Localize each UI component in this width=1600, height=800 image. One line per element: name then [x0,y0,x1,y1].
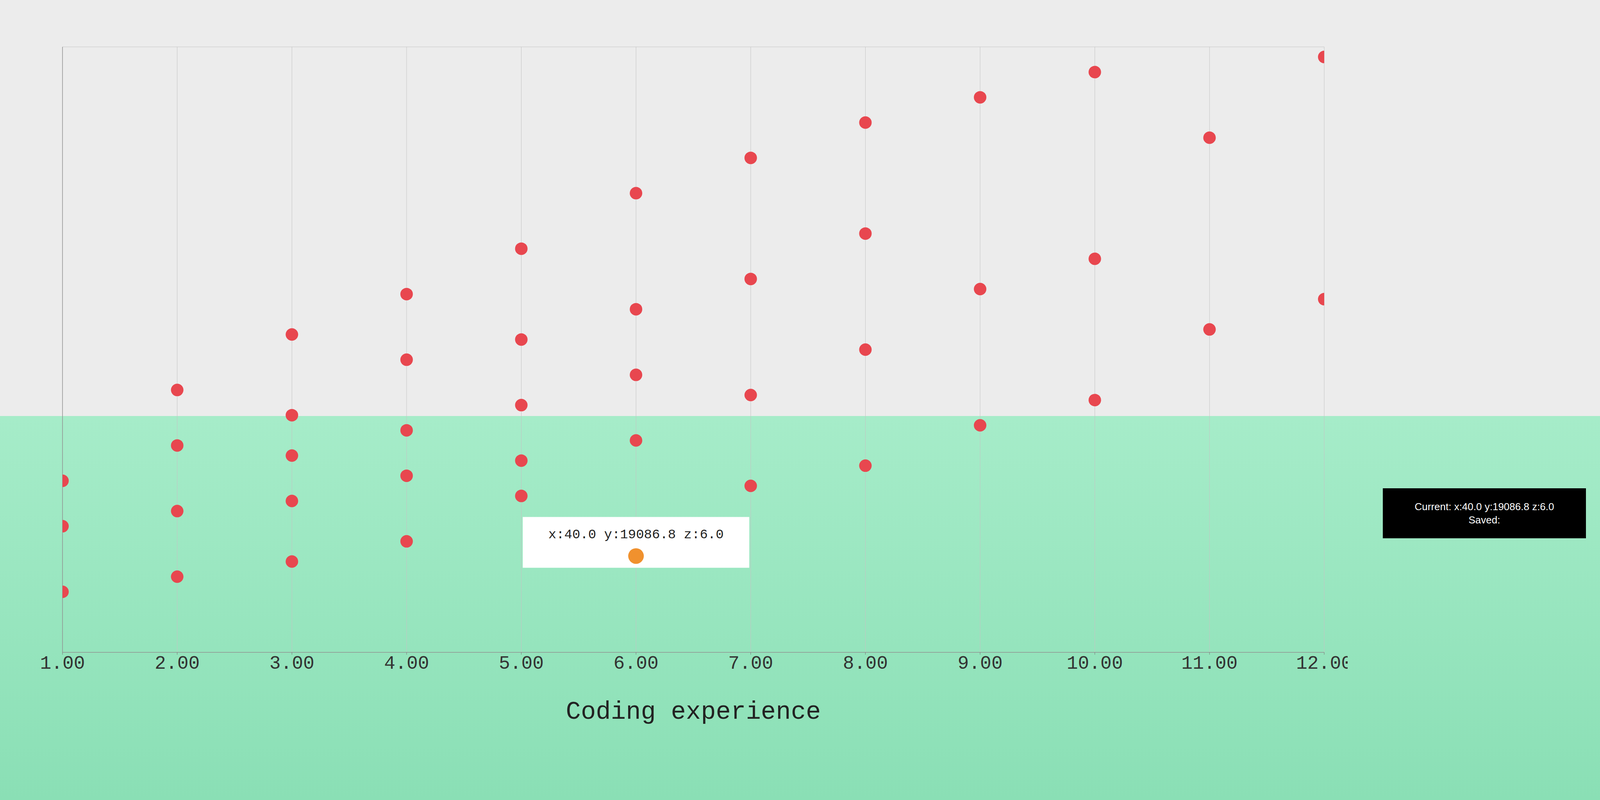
svg-text:10.00: 10.00 [1066,653,1124,675]
html-text:Current: x:40.0 y:19086.8 z:6.: Current: x:40.0 y:19086.8 z:6.0 [1414,500,1555,513]
svg-text:Coding experience: Coding experience [566,698,822,727]
svg-text:5.00: 5.00 [498,653,544,675]
svg-text:x:40.0 y:19086.8 z:6.0: x:40.0 y:19086.8 z:6.0 [548,527,724,543]
svg-text:7.00: 7.00 [728,653,774,675]
svg-text:9.00: 9.00 [957,653,1003,675]
html-text:Saved:: Saved: [1468,514,1501,526]
svg-text:6.00: 6.00 [613,653,659,675]
svg-text:4.00: 4.00 [383,653,429,675]
svg-text:1.00: 1.00 [39,653,85,675]
svg-text:8.00: 8.00 [842,653,888,675]
svg-text:2.00: 2.00 [154,653,200,675]
svg-text:3.00: 3.00 [269,653,315,675]
svg-text:12.00: 12.00 [1296,653,1348,675]
svg-text:11.00: 11.00 [1181,653,1238,675]
